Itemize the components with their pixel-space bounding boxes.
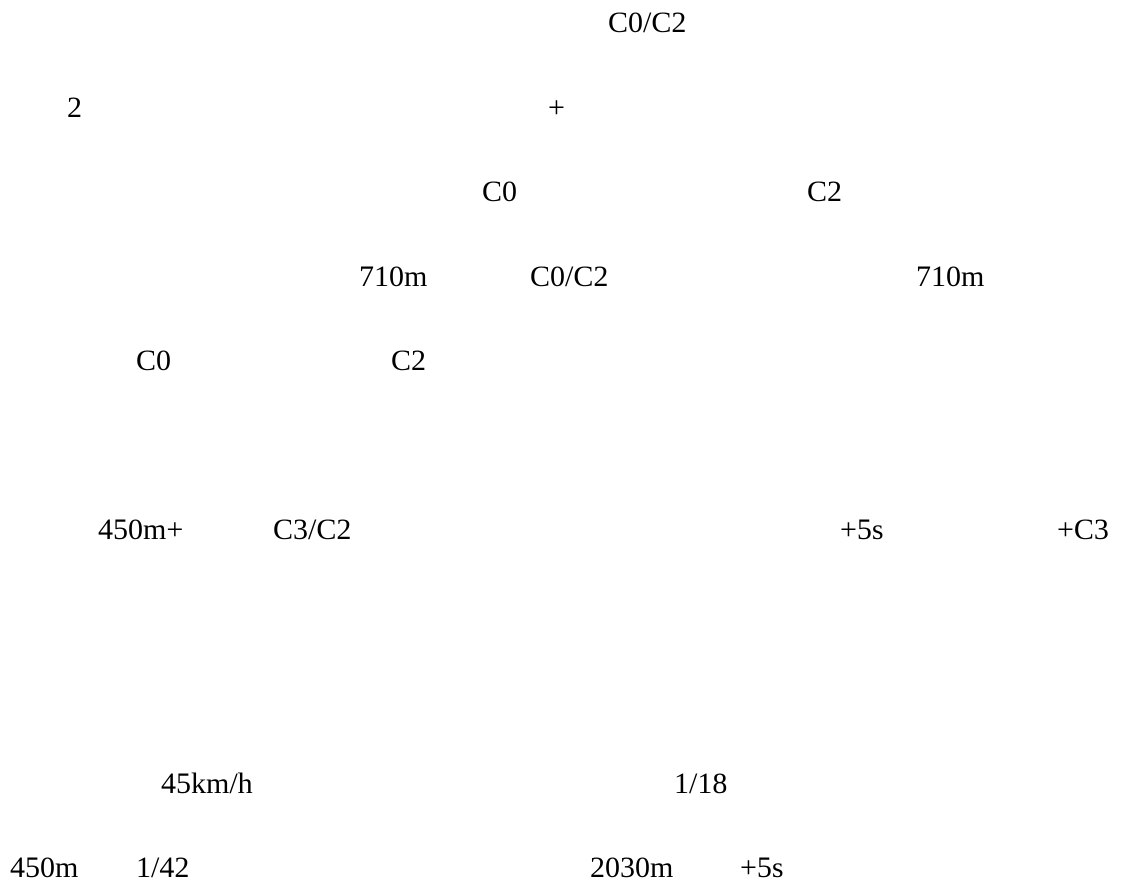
text-fragment: C0/C2 [608,6,687,39]
text-fragment: +5s [840,513,884,546]
text-fragment: C2 [807,175,843,208]
text-fragment: C2 [391,344,427,377]
text-fragment: 2030m [590,851,674,884]
text-fragment: 2 [67,91,82,124]
text-fragment: 1/42 [136,851,190,884]
text-fragment: 450m [10,851,79,884]
text-fragment: 45km/h [161,767,253,800]
text-fragment: C0/C2 [530,260,609,293]
text-fragment: C0 [136,344,172,377]
text-fragment: 1/18 [674,767,728,800]
text-fragment: 710m [359,260,428,293]
text-fragment: C0 [482,175,518,208]
text-fragment: C3/C2 [273,513,352,546]
text-fragment: 450m+ [98,513,184,546]
text-fragment: 710m [916,260,985,293]
text-fragment: + [548,91,565,124]
text-fragment: +C3 [1057,513,1109,546]
text-fragment: +5s [740,851,784,884]
